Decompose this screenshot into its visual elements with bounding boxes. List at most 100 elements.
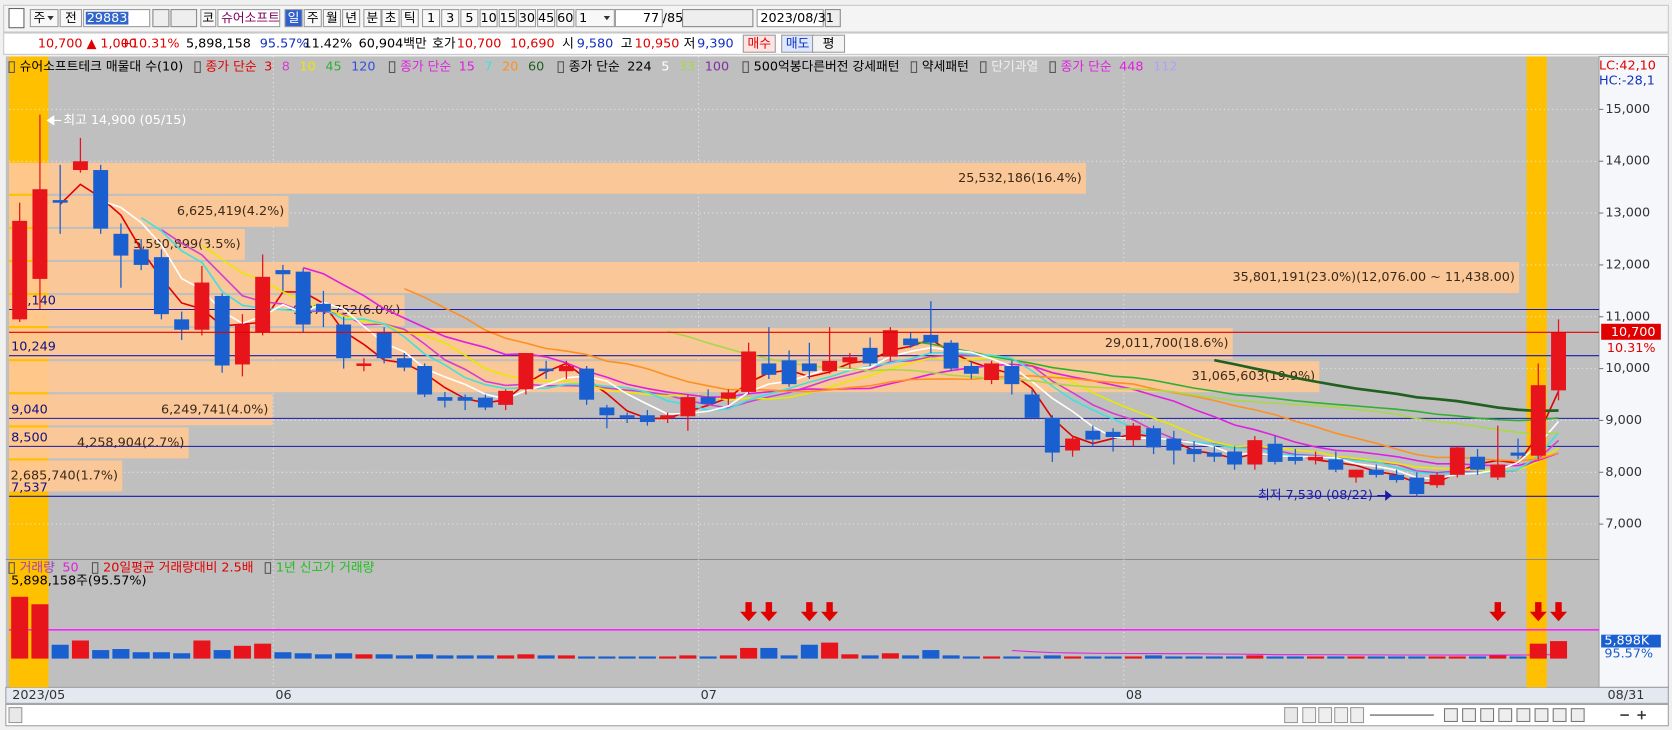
legend-period[interactable]: 448 bbox=[1119, 60, 1143, 75]
info-value[interactable]: 평 bbox=[823, 37, 835, 52]
toolbar-label[interactable]: 분 bbox=[367, 11, 379, 26]
sound-button[interactable] bbox=[170, 9, 198, 28]
legend-period[interactable]: 20 bbox=[502, 60, 518, 75]
toolbar-button[interactable] bbox=[29, 9, 59, 28]
toolbar-label[interactable]: 2023/08/31 bbox=[760, 11, 834, 26]
legend-period[interactable]: 7 bbox=[484, 60, 492, 75]
tool-icon[interactable] bbox=[1570, 708, 1585, 723]
toolbar-button[interactable] bbox=[363, 9, 382, 28]
toolbar-label[interactable]: 60 bbox=[557, 11, 573, 26]
toolbar-button[interactable] bbox=[322, 9, 341, 28]
scroll-right[interactable] bbox=[1284, 707, 1298, 724]
legend-label[interactable]: 500억봉다른버전 강세패턴 bbox=[754, 60, 900, 75]
toolbar-label[interactable]: 15 bbox=[500, 11, 516, 26]
toolbar-button[interactable] bbox=[303, 9, 322, 28]
control-button[interactable] bbox=[1318, 707, 1333, 724]
toolbar-button[interactable] bbox=[556, 9, 575, 28]
toolbar-label[interactable]: 틱 bbox=[404, 11, 416, 26]
volume-legend-label[interactable]: 거래량 bbox=[20, 561, 55, 576]
legend-period[interactable]: 45 bbox=[325, 60, 341, 75]
legend-period[interactable]: 5 bbox=[661, 60, 669, 75]
volume-legend-label[interactable]: 1년 신고가 거래량 bbox=[276, 561, 375, 576]
toolbar-label[interactable]: 30 bbox=[519, 11, 535, 26]
toolbar-button[interactable] bbox=[217, 9, 281, 28]
legend-label[interactable]: 종가 단순 bbox=[1061, 60, 1112, 75]
toolbar-button[interactable] bbox=[498, 9, 517, 28]
scroll-left[interactable] bbox=[8, 707, 23, 724]
control-button[interactable] bbox=[1302, 707, 1317, 724]
toolbar-label[interactable]: 3 bbox=[446, 11, 454, 26]
order-button[interactable] bbox=[812, 34, 846, 53]
toolbar-button[interactable] bbox=[200, 9, 217, 28]
tool-icon[interactable] bbox=[1516, 708, 1531, 723]
toolbar-button[interactable] bbox=[756, 9, 824, 28]
legend-label[interactable]: 단기과열 bbox=[991, 60, 1038, 75]
legend-label[interactable]: 종가 단순 bbox=[569, 60, 620, 75]
legend-period[interactable]: 224 bbox=[627, 60, 651, 75]
volume-legend-label[interactable]: 20일평균 거래량대비 2.5배 bbox=[103, 561, 253, 576]
legend-period[interactable]: 8 bbox=[282, 60, 290, 75]
legend-period[interactable]: 60 bbox=[528, 60, 544, 75]
toolbar-label[interactable]: 월 bbox=[326, 11, 338, 26]
toolbar-label[interactable]: 77 bbox=[643, 11, 659, 26]
toolbar-button[interactable] bbox=[441, 9, 460, 28]
tool-icon[interactable] bbox=[1462, 708, 1476, 723]
control-button[interactable] bbox=[1334, 707, 1349, 724]
toolbar-label[interactable]: 일 bbox=[288, 11, 300, 26]
toolbar-label[interactable]: 1 bbox=[427, 11, 435, 26]
toolbar-button[interactable] bbox=[460, 9, 479, 28]
legend-label[interactable]: 종가 단순 bbox=[400, 60, 451, 75]
legend-period[interactable]: 3 bbox=[264, 60, 272, 75]
toolbar-button[interactable] bbox=[400, 9, 419, 28]
legend-period[interactable]: 15 bbox=[459, 60, 475, 75]
tool-icon[interactable] bbox=[1480, 708, 1495, 723]
legend-period[interactable]: 33 bbox=[679, 60, 695, 75]
toolbar-button[interactable] bbox=[342, 9, 361, 28]
order-button[interactable] bbox=[742, 34, 776, 53]
toolbar-button[interactable] bbox=[517, 9, 537, 28]
legend-label[interactable]: 약세패턴 bbox=[922, 60, 969, 75]
legend-period[interactable]: 100 bbox=[705, 60, 729, 75]
toolbar-button[interactable] bbox=[284, 9, 303, 28]
toolbar-label[interactable]: 초 bbox=[385, 11, 397, 26]
tool-icon[interactable] bbox=[1552, 708, 1567, 723]
toolbar-button[interactable] bbox=[479, 9, 498, 28]
toolbar-label[interactable]: 전 bbox=[65, 11, 77, 26]
info-value[interactable]: 매도 bbox=[786, 37, 810, 52]
toolbar-button[interactable] bbox=[614, 9, 663, 28]
toolbar-label[interactable]: 1 bbox=[579, 11, 587, 26]
toolbar-label[interactable]: 슈어소프트 bbox=[221, 11, 280, 26]
menu-icon[interactable] bbox=[8, 7, 25, 29]
toolbar-label[interactable]: 주 bbox=[307, 11, 319, 26]
volume-legend-period[interactable]: 50 bbox=[62, 561, 78, 576]
legend-period[interactable]: 120 bbox=[351, 60, 375, 75]
toolbar-label[interactable]: 5 bbox=[465, 11, 473, 26]
toolbar-label[interactable]: /85 bbox=[663, 11, 684, 26]
toolbar-label[interactable]: 주 bbox=[34, 11, 46, 26]
candle-body bbox=[903, 338, 919, 346]
control-button[interactable] bbox=[1350, 707, 1365, 724]
info-value[interactable]: 매수 bbox=[748, 37, 772, 52]
tool-icon[interactable] bbox=[1443, 708, 1458, 723]
toolbar-label[interactable]: 10 bbox=[480, 11, 496, 26]
legend-period[interactable]: 112 bbox=[1153, 60, 1177, 75]
toolbar-button[interactable] bbox=[59, 9, 83, 28]
candle-body bbox=[1267, 443, 1283, 462]
tool-icon[interactable] bbox=[1534, 708, 1549, 723]
tool-icon[interactable] bbox=[1498, 708, 1513, 723]
scrollbar[interactable] bbox=[5, 703, 1669, 727]
search-button[interactable] bbox=[152, 9, 170, 28]
toolbar-label[interactable]: 298830 bbox=[87, 11, 136, 26]
tool-buttons[interactable] bbox=[682, 9, 754, 28]
toolbar-button[interactable] bbox=[421, 9, 441, 28]
legend-label[interactable]: 종가 단순 bbox=[206, 60, 257, 75]
legend-period[interactable]: 10 bbox=[300, 60, 316, 75]
toolbar-button[interactable] bbox=[381, 9, 400, 28]
toolbar-label[interactable]: 코 bbox=[202, 11, 214, 26]
legend-label[interactable]: 슈어소프트테크 매물대 수(10) bbox=[20, 60, 184, 75]
toolbar-label[interactable]: 45 bbox=[538, 11, 554, 26]
toolbar-label[interactable]: 년 bbox=[345, 11, 357, 26]
calendar-button[interactable] bbox=[824, 9, 841, 28]
toolbar-button[interactable] bbox=[575, 9, 615, 28]
toolbar-button[interactable] bbox=[537, 9, 556, 28]
